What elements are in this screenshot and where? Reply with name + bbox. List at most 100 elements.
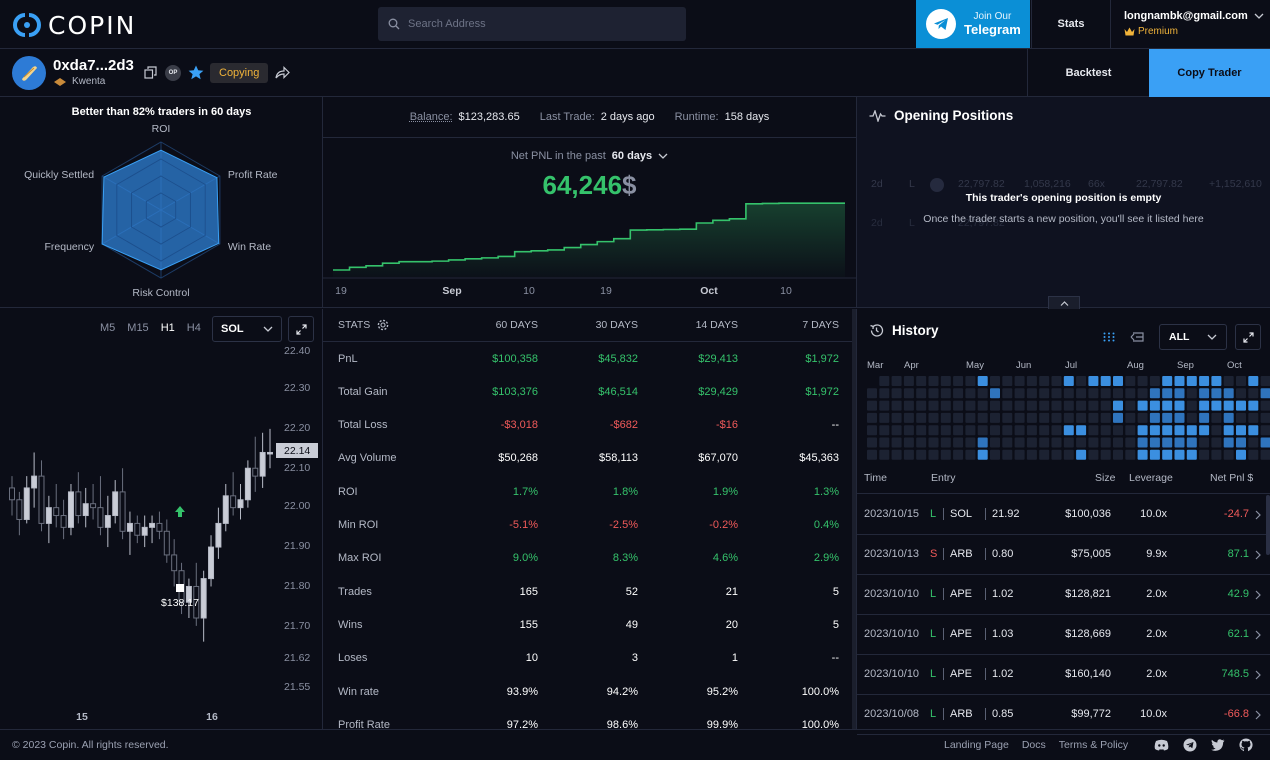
marker-label: $138.17	[161, 597, 199, 609]
footer-link-landing[interactable]: Landing Page	[944, 739, 1009, 751]
heatmap-cell	[1014, 388, 1025, 399]
history-row[interactable]: 2023/10/10 L APE 1.03 $128,669 2.0x 62.1	[857, 615, 1270, 655]
copy-trader-button[interactable]: Copy Trader	[1149, 49, 1270, 97]
chevron-down-icon	[263, 326, 273, 332]
stats-cell: 3	[631, 652, 638, 665]
stats-cell: -5.1%	[509, 519, 538, 531]
heatmap-cell	[1088, 437, 1099, 448]
history-pnl: -24.7	[1223, 508, 1249, 520]
stats-row-label: Profit Rate	[338, 718, 390, 731]
heatmap-cell	[953, 400, 964, 411]
logo[interactable]: COPIN	[12, 11, 136, 40]
copying-badge[interactable]: Copying	[210, 63, 269, 83]
footer-link-terms[interactable]: Terms & Policy	[1058, 739, 1129, 751]
history-leverage: 2.0x	[1146, 588, 1167, 600]
stats-cell: 49	[625, 618, 638, 631]
stats-link[interactable]: Stats	[1031, 0, 1111, 48]
heatmap-cell	[1248, 388, 1259, 399]
heatmap-cell	[1236, 449, 1246, 460]
heatmap-cell	[1199, 425, 1210, 436]
heatmap-cell	[916, 388, 927, 399]
pnl-x-label: Oct	[700, 285, 718, 297]
stats-cell: 21	[725, 585, 738, 598]
copin-logo-icon	[13, 13, 41, 37]
timeframe-tab-active[interactable]: H1	[160, 322, 175, 334]
heatmap-cell	[928, 425, 939, 436]
stats-cell: 95.2%	[706, 685, 738, 698]
symbol-select[interactable]: SOL	[212, 316, 282, 342]
history-row[interactable]: 2023/10/15 L SOL 21.92 $100,036 10.0x -24.7	[857, 495, 1270, 535]
stats-cell: $45,363	[799, 452, 839, 465]
chevron-down-icon[interactable]	[658, 153, 668, 159]
gear-icon[interactable]	[377, 319, 389, 331]
separator	[985, 548, 986, 560]
heatmap-cell	[1113, 376, 1123, 386]
grid-view-icon[interactable]	[1103, 332, 1115, 342]
expand-button[interactable]	[1235, 324, 1261, 350]
price-tick: 21.70	[284, 620, 310, 632]
radar-axis-label: Win Rate	[228, 241, 271, 253]
history-filter-select[interactable]: ALL	[1159, 324, 1227, 350]
search-icon	[388, 18, 400, 30]
heatmap-cell	[1149, 437, 1160, 448]
timeframe-tab[interactable]: M15	[127, 322, 149, 334]
history-side: L	[930, 588, 937, 600]
discord-icon[interactable]	[1154, 739, 1169, 751]
heatmap-cell	[990, 449, 1000, 460]
expand-button[interactable]	[288, 316, 314, 342]
stats-row-label: ROI	[338, 485, 358, 498]
backtest-button[interactable]: Backtest	[1027, 49, 1149, 97]
stats-cell: $103,376	[492, 385, 538, 398]
stats-cell: 93.9%	[506, 685, 538, 698]
scrollbar[interactable]	[852, 309, 856, 729]
star-icon[interactable]	[188, 65, 204, 80]
history-size: $100,036	[1065, 508, 1111, 520]
stats-row-label: Wins	[338, 618, 363, 631]
heatmap-cell	[916, 412, 927, 423]
stats-row: Min ROI -5.1% -2.5% -0.2% 0.4%	[323, 509, 857, 542]
pnl-chart: 19 Sep 10 19 Oct 10	[323, 202, 856, 297]
history-side: L	[930, 628, 937, 640]
heatmap-cell	[1100, 376, 1111, 386]
heatmap-cell	[891, 425, 902, 436]
heatmap-cell	[1125, 388, 1136, 399]
history-row[interactable]: 2023/10/13 S ARB 0.80 $75,005 9.9x 87.1	[857, 535, 1270, 575]
telegram-label: Telegram	[964, 22, 1021, 37]
pnl-period-select[interactable]: 60 days	[611, 150, 653, 162]
heatmap-cell	[1026, 388, 1037, 399]
history-row[interactable]: 2023/10/08 L ARB 0.85 $99,772 10.0x -66.8	[857, 695, 1270, 735]
heatmap-cell	[1076, 376, 1087, 386]
empty-desc: Once the trader starts a new position, y…	[923, 213, 1204, 225]
heatmap-cell	[977, 412, 988, 423]
candle-body	[16, 499, 23, 520]
list-view-icon[interactable]	[1130, 331, 1144, 343]
timeframe-tab[interactable]: M5	[100, 322, 116, 334]
copy-icon[interactable]	[144, 66, 157, 79]
candle-body	[149, 522, 156, 528]
telegram-footer-icon[interactable]	[1183, 738, 1197, 752]
search-input[interactable]: Search Address	[378, 7, 686, 41]
heatmap-cell	[990, 400, 1000, 411]
history-row[interactable]: 2023/10/10 L APE 1.02 $160,140 2.0x 748.5	[857, 655, 1270, 695]
twitter-icon[interactable]	[1211, 739, 1225, 751]
separator	[985, 508, 986, 520]
heatmap-cell	[1211, 388, 1222, 399]
footer-link-docs[interactable]: Docs	[1021, 739, 1046, 751]
heatmap-cell	[1039, 376, 1050, 386]
share-icon[interactable]	[275, 66, 290, 79]
collapse-button[interactable]	[1048, 296, 1080, 309]
stats-row: Total Gain $103,376 $46,514 $29,429 $1,972	[323, 375, 857, 408]
chevron-up-icon	[1060, 300, 1068, 306]
heatmap-cell	[1248, 437, 1259, 448]
heatmap-cell	[928, 388, 939, 399]
heatmap-cell	[1223, 400, 1234, 411]
telegram-button[interactable]: Join Our Telegram	[916, 0, 1030, 48]
github-icon[interactable]	[1239, 738, 1253, 752]
user-menu[interactable]: longnambk@gmail.com Premium	[1124, 10, 1264, 40]
scrollbar[interactable]	[1266, 495, 1270, 555]
candle-body	[163, 530, 170, 556]
separator	[943, 628, 944, 640]
history-size: $128,821	[1065, 588, 1111, 600]
timeframe-tab[interactable]: H4	[186, 322, 201, 334]
history-row[interactable]: 2023/10/10 L APE 1.02 $128,821 2.0x 42.9	[857, 575, 1270, 615]
